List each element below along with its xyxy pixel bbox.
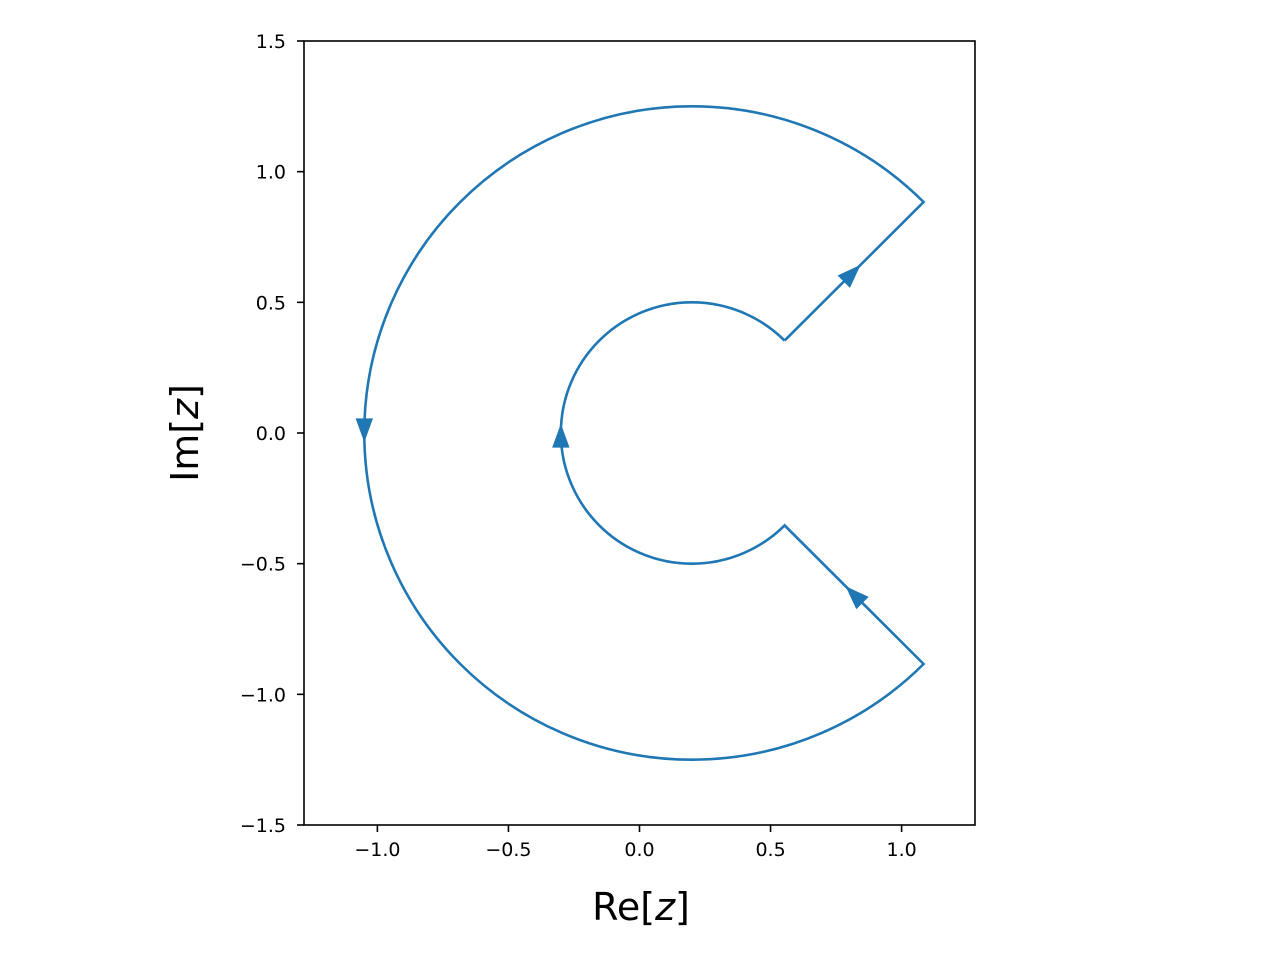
x-tick-label: 0.0	[624, 839, 654, 861]
x-tick-label: −1.0	[354, 839, 400, 861]
y-tick-label: 1.5	[256, 31, 286, 53]
x-tick-label: 0.5	[755, 839, 785, 861]
x-tick-label: 1.0	[887, 839, 917, 861]
axes: −1.0 −0.5 0.0 0.5 1.0 −1.5 −1.0 −0.5 0.0 0.5 1.0 1.…	[240, 31, 976, 861]
axes-frame	[303, 40, 976, 826]
contour-arrow-outer-arc	[355, 418, 373, 443]
x-tick-label: −0.5	[485, 839, 531, 861]
y-tick-label: 1.0	[256, 162, 286, 184]
y-tick-label: −1.5	[240, 815, 286, 837]
contour-arrow-inner-arc	[552, 423, 570, 448]
contour-arrow-lower-segment	[845, 586, 869, 610]
x-axis-label: Re[z]	[592, 885, 690, 929]
contour-arrow-upper-segment	[837, 264, 861, 288]
plot-area	[355, 105, 926, 761]
y-tick-label: 0.0	[256, 423, 286, 445]
y-tick-label: −1.0	[240, 684, 286, 706]
contour-path	[363, 105, 926, 761]
y-axis-label: Im[z]	[163, 384, 207, 482]
y-tick-label: −0.5	[240, 554, 286, 576]
y-tick-label: 0.5	[256, 292, 286, 314]
